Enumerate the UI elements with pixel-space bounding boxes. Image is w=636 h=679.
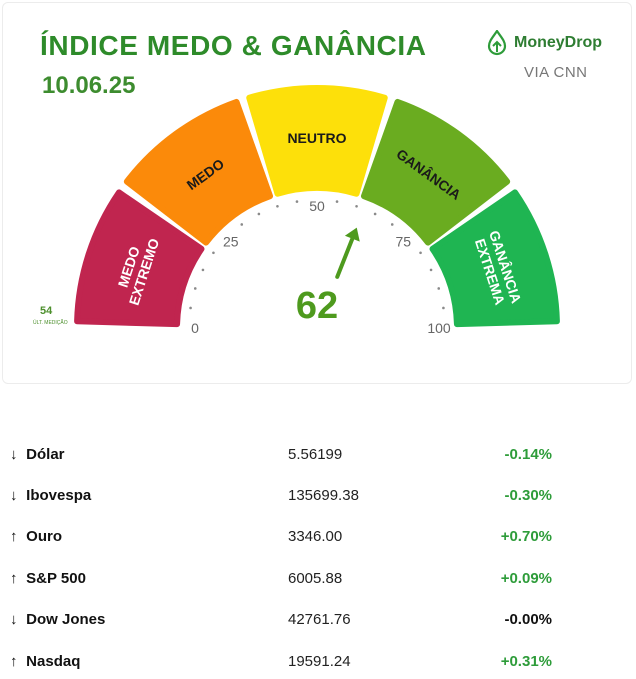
market-change: -0.00% [504, 611, 552, 628]
gauge-scale-dot [419, 251, 422, 255]
gauge-segment-neutro [246, 85, 388, 197]
gauge-scale-dot [240, 223, 244, 226]
market-change: +0.31% [500, 653, 552, 670]
brand-logo: MoneyDrop [486, 30, 602, 56]
market-name: ↑ S&P 500 [10, 570, 86, 587]
market-value: 19591.24 [288, 653, 351, 670]
previous-label: ÚLT. MEDIÇÃO [33, 320, 68, 326]
gauge-scale-dot [193, 287, 197, 290]
market-value: 6005.88 [288, 570, 343, 587]
table-row: ↑ Nasdaq 19591.24 +0.31% [0, 649, 636, 673]
gauge-segment-ganância-extrema [429, 189, 560, 328]
gauge-segment-ganância [360, 98, 511, 246]
gauge-scale-dot [442, 306, 445, 310]
fear-greed-gauge: MEDOEXTREMOMEDONEUTROGANÂNCIAGANÂNCIAEXT… [74, 85, 560, 336]
gauge-scale-dot [201, 268, 205, 272]
gauge-tick-label: 100 [427, 320, 451, 336]
table-row: ↓ Dow Jones 42761.76 -0.00% [0, 607, 636, 631]
index-date: 10.06.25 [42, 72, 136, 99]
market-change: -0.14% [504, 446, 552, 463]
gauge-tick-label: 25 [223, 234, 239, 250]
market-value: 5.56199 [288, 446, 343, 463]
gauge-scale-dot [390, 223, 394, 226]
gauge-scale-dot [295, 200, 299, 203]
gauge-scale-dot [212, 251, 215, 255]
market-name: ↑ Ouro [10, 528, 63, 545]
market-name: ↓ Dólar [10, 446, 65, 463]
market-name: ↓ Dow Jones [10, 611, 106, 628]
trend-arrow-icon: ↓ [10, 487, 18, 504]
market-name: ↑ Nasdaq [10, 653, 81, 670]
table-row: ↑ S&P 500 6005.88 +0.09% [0, 566, 636, 590]
market-name: ↓ Ibovespa [10, 487, 92, 504]
previous-value: 54 [40, 305, 53, 317]
gauge-scale-dot [437, 287, 441, 290]
gauge-value: 62 [296, 285, 338, 327]
market-change: +0.70% [500, 528, 552, 545]
source-label: VIA CNN [524, 64, 588, 81]
gauge-scale-dot [355, 204, 358, 208]
trend-arrow-icon: ↑ [10, 653, 18, 670]
market-value: 42761.76 [288, 611, 351, 628]
gauge-segment-medo-extremo [74, 189, 205, 328]
market-value: 135699.38 [288, 487, 359, 504]
gauge-scale-dot [335, 200, 339, 203]
gauge-scale-dot [189, 306, 192, 310]
gauge-scale-dot [429, 268, 433, 272]
table-row: ↑ Ouro 3346.00 +0.70% [0, 524, 636, 548]
market-value: 3346.00 [288, 528, 343, 545]
water-drop-icon [487, 30, 507, 56]
gauge-tick-label: 75 [395, 234, 411, 250]
page-title: ÍNDICE MEDO & GANÂNCIA [40, 30, 427, 61]
trend-arrow-icon: ↑ [10, 570, 18, 587]
trend-arrow-icon: ↓ [10, 611, 18, 628]
gauge-scale-dot [276, 204, 279, 208]
trend-arrow-icon: ↑ [10, 528, 18, 545]
gauge-segment-label: NEUTRO [287, 130, 346, 146]
table-row: ↓ Dólar 5.56199 -0.14% [0, 442, 636, 466]
gauge-scale-dot [257, 212, 261, 216]
table-row: ↓ Ibovespa 135699.38 -0.30% [0, 483, 636, 507]
brand-name: MoneyDrop [514, 34, 602, 51]
gauge-segment-medo [123, 98, 274, 246]
gauge-tick-label: 0 [191, 320, 199, 336]
trend-arrow-icon: ↓ [10, 446, 18, 463]
gauge-tick-label: 50 [309, 198, 325, 214]
market-change: -0.30% [504, 487, 552, 504]
gauge-scale-dot [373, 212, 377, 216]
gauge-needle [335, 227, 360, 279]
market-change: +0.09% [500, 570, 552, 587]
